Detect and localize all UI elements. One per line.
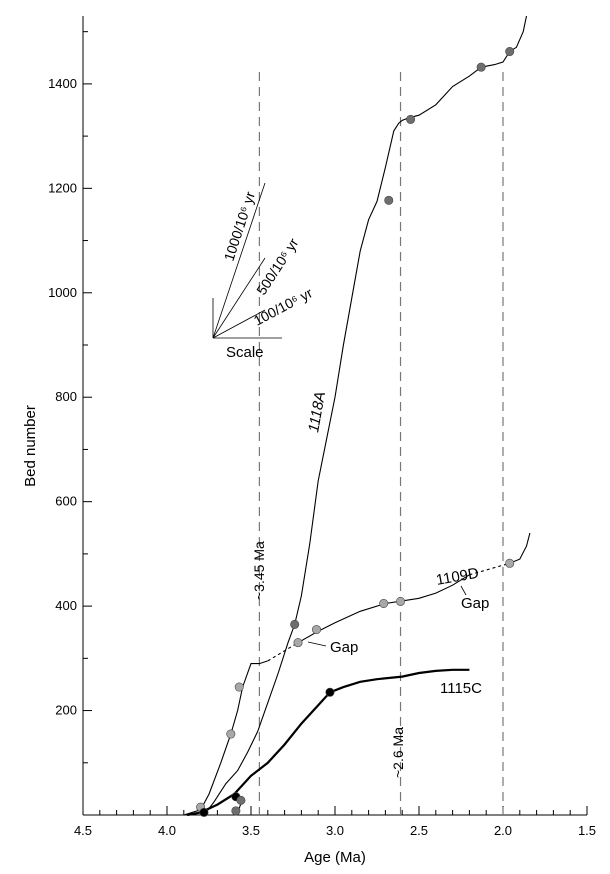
marker-1109d: [379, 598, 389, 608]
x-tick-label: 3.0: [326, 823, 344, 838]
marker-1115c: [199, 807, 209, 817]
y-tick-label: 200: [55, 703, 77, 718]
marker-1109d: [396, 596, 406, 606]
marker-1118a: [406, 114, 416, 124]
marker-1109d-lower: [236, 795, 246, 805]
marker-1118a: [505, 47, 515, 57]
marker-1118a: [290, 619, 300, 629]
marker-1118a: [476, 62, 486, 72]
y-tick-label: 800: [55, 389, 77, 404]
x-tick-label: 2.0: [494, 823, 512, 838]
y-axis-title: Bed number: [22, 405, 39, 487]
markers-group: [196, 47, 515, 817]
marker-1109d: [505, 558, 515, 568]
label-1118A: 1118A: [305, 390, 329, 433]
y-tick-label: 600: [55, 494, 77, 509]
marker-1118a: [384, 195, 394, 205]
x-axis-title: Age (Ma): [304, 849, 366, 866]
label-2-6-ma: ~2.6 Ma: [390, 727, 406, 778]
label-3-45-ma: ~3.45 Ma: [251, 541, 267, 600]
annotations: 1118A 1109D 1115C Gap Gap ~3.45 Ma ~2.6 …: [251, 390, 489, 778]
label-gap-2: Gap: [461, 595, 489, 612]
y-tick-label: 1200: [48, 180, 77, 195]
gap-1-arrow: [307, 641, 327, 647]
label-1115C: 1115C: [440, 680, 482, 697]
x-tick-label: 1.5: [578, 823, 596, 838]
series-line-1109d-gap-4: [469, 562, 510, 576]
scale-line-500: [212, 257, 266, 339]
marker-1109d: [312, 625, 322, 635]
x-tick-label: 2.5: [410, 823, 428, 838]
y-tick-label: 1400: [48, 76, 77, 91]
x-tick-label: 4.0: [158, 823, 176, 838]
label-gap-1: Gap: [330, 639, 358, 656]
marker-1109d: [226, 729, 236, 739]
series-line-1109d-5: [509, 532, 531, 564]
marker-1109d-lower: [231, 806, 241, 816]
y-tick-label: 1000: [48, 285, 77, 300]
marker-1109d: [234, 682, 244, 692]
scale-label-1000: 1000/10⁶ yr: [221, 189, 259, 263]
axes: 200 400 600 800 1000 1200 1400 4.5 4.0 3.5 3.0 2.5 2…: [48, 16, 596, 838]
marker-1115c: [325, 687, 335, 697]
series-line-1109d-3: [297, 574, 470, 644]
series-line-1115c-6: [186, 668, 470, 817]
x-tick-label: 4.5: [74, 823, 92, 838]
y-tick-label: 400: [55, 598, 77, 613]
marker-1109d: [293, 638, 303, 648]
gap-2-arrow: [460, 585, 467, 596]
scale-line-100: [212, 309, 266, 339]
reference-lines: [258, 72, 504, 815]
scale-label-500: 500/10⁶ yr: [253, 235, 302, 298]
scale-title: Scale: [226, 344, 264, 361]
rate-scale-inset: 1000/10⁶ yr 500/10⁶ yr 100/10⁶ yr Scale: [212, 182, 315, 361]
x-tick-label: 3.5: [242, 823, 260, 838]
series-line-1109d-1: [183, 660, 268, 816]
scale-line-1000: [212, 182, 266, 339]
label-1109D: 1109D: [435, 565, 481, 589]
